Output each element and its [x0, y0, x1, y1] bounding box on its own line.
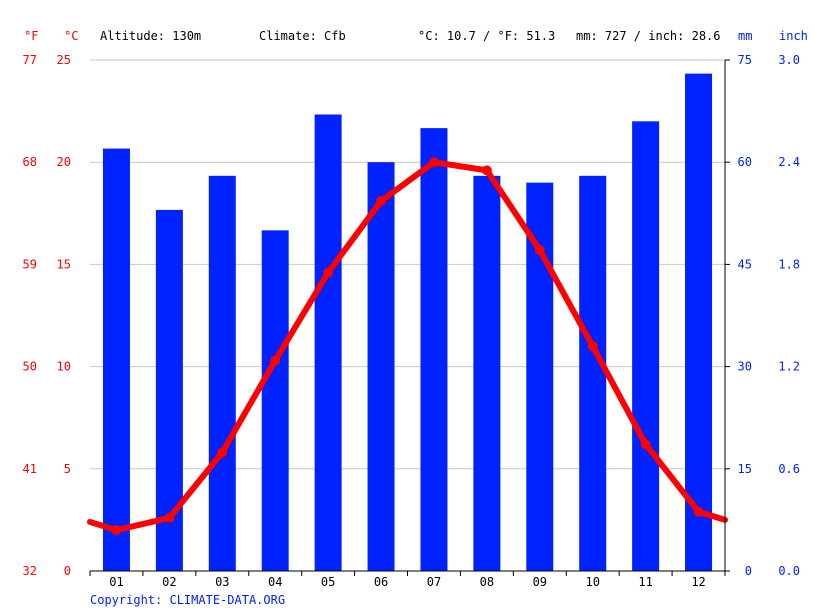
- temperature-line: [87, 157, 728, 536]
- temperature-point: [587, 341, 598, 352]
- mm-tick-label: 60: [738, 155, 752, 169]
- temperature-point: [693, 506, 704, 517]
- precipitation-bar: [261, 230, 289, 572]
- inch-tick-label: 0.6: [778, 462, 800, 476]
- mm-tick-label: 0: [745, 564, 752, 578]
- mm-tick-label: 15: [738, 462, 752, 476]
- celsius-tick-label: 10: [57, 360, 71, 374]
- gridlines: [90, 59, 725, 470]
- celsius-tick-label: 15: [57, 257, 71, 271]
- annual-precipitation-label: mm: 727 / inch: 28.6: [576, 29, 721, 43]
- fahrenheit-tick-label: 77: [23, 53, 37, 67]
- temperature-line-path: [87, 159, 728, 534]
- temperature-point: [270, 355, 281, 366]
- inch-tick-label: 3.0: [778, 53, 800, 67]
- month-tick-label: 08: [480, 575, 494, 589]
- celsius-tick-label: 20: [57, 155, 71, 169]
- month-tick-label: 10: [585, 575, 599, 589]
- axes: [89, 59, 730, 576]
- precipitation-bar: [102, 148, 130, 571]
- temperature-point: [428, 157, 439, 168]
- precipitation-bar: [208, 175, 236, 571]
- tick-labels: 32 0 0 0.0 41 5 15 0.6 50 10 30 1.2 59 15 45 1.8 68 20 60 2…: [23, 53, 800, 589]
- celsius-tick-label: 0: [64, 564, 71, 578]
- precipitation-bar: [420, 128, 448, 571]
- fahrenheit-tick-label: 32: [23, 564, 37, 578]
- temperature-point: [481, 165, 492, 176]
- month-tick-label: 01: [109, 575, 123, 589]
- month-tick-label: 07: [427, 575, 441, 589]
- precipitation-bar: [579, 175, 607, 571]
- temperature-point: [111, 525, 122, 536]
- month-tick-label: 04: [268, 575, 282, 589]
- copyright-label: Copyright: CLIMATE-DATA.ORG: [90, 593, 285, 607]
- inch-tick-label: 1.8: [778, 257, 800, 271]
- precipitation-bar: [473, 175, 501, 571]
- month-tick-label: 02: [162, 575, 176, 589]
- month-tick-label: 05: [321, 575, 335, 589]
- mm-tick-label: 45: [738, 257, 752, 271]
- fahrenheit-tick-label: 50: [23, 360, 37, 374]
- temperature-point: [640, 439, 651, 450]
- celsius-tick-label: 5: [64, 462, 71, 476]
- precipitation-bar: [685, 73, 713, 572]
- fahrenheit-tick-label: 59: [23, 257, 37, 271]
- month-tick-label: 03: [215, 575, 229, 589]
- month-tick-label: 12: [691, 575, 705, 589]
- month-tick-label: 06: [374, 575, 388, 589]
- fahrenheit-unit-label: °F: [24, 29, 38, 43]
- month-tick-label: 11: [638, 575, 652, 589]
- climate-label: Climate: Cfb: [259, 29, 346, 43]
- temperature-point: [164, 512, 175, 523]
- month-tick-label: 09: [533, 575, 547, 589]
- temperature-point: [217, 447, 228, 458]
- average-temperature-label: °C: 10.7 / °F: 51.3: [418, 29, 555, 43]
- inch-tick-label: 1.2: [778, 360, 800, 374]
- precipitation-bar: [314, 114, 342, 572]
- altitude-label: Altitude: 130m: [100, 29, 201, 43]
- mm-tick-label: 75: [738, 53, 752, 67]
- mm-tick-label: 30: [738, 360, 752, 374]
- celsius-unit-label: °C: [64, 29, 78, 43]
- fahrenheit-tick-label: 68: [23, 155, 37, 169]
- inch-tick-label: 2.4: [778, 155, 800, 169]
- precipitation-bar: [632, 121, 660, 571]
- temperature-point: [323, 267, 334, 278]
- fahrenheit-tick-label: 41: [23, 462, 37, 476]
- inch-unit-label: inch: [779, 29, 808, 43]
- precipitation-bar: [367, 162, 395, 571]
- temperature-point: [376, 196, 387, 207]
- mm-unit-label: mm: [738, 29, 752, 43]
- celsius-tick-label: 25: [57, 53, 71, 67]
- temperature-point: [534, 245, 545, 256]
- inch-tick-label: 0.0: [778, 564, 800, 578]
- precipitation-bars: [102, 73, 713, 572]
